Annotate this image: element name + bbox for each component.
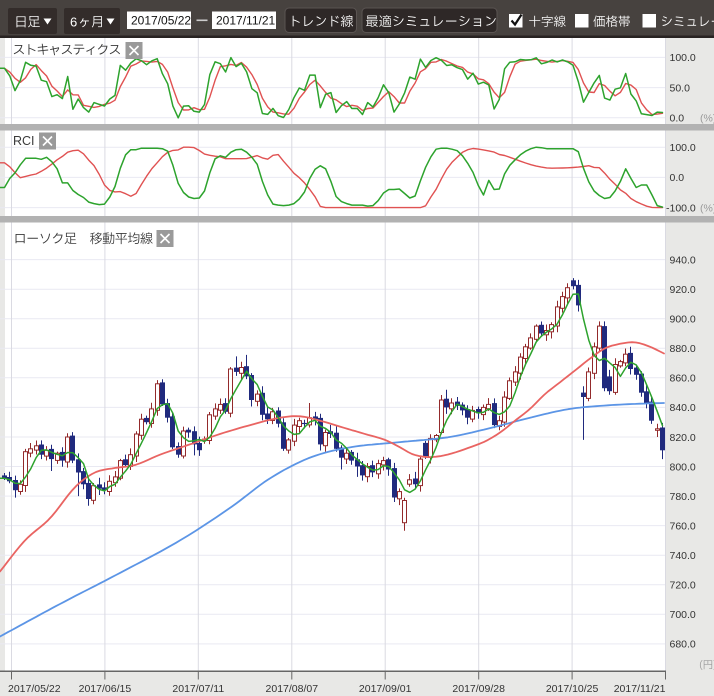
svg-text:0.0: 0.0: [670, 113, 685, 125]
svg-text:760.0: 760.0: [670, 520, 696, 532]
svg-text:900.0: 900.0: [670, 314, 696, 326]
svg-text:800.0: 800.0: [670, 461, 696, 473]
svg-text:2017/11/21: 2017/11/21: [216, 14, 275, 28]
svg-text:(%): (%): [700, 202, 714, 214]
svg-text:50.0: 50.0: [670, 82, 691, 94]
svg-text:920.0: 920.0: [670, 284, 696, 296]
svg-text:700.0: 700.0: [670, 609, 696, 621]
svg-text:(%): (%): [700, 113, 714, 125]
svg-text:820.0: 820.0: [670, 432, 696, 444]
svg-text:2017/08/07: 2017/08/07: [266, 683, 319, 695]
svg-text:100.0: 100.0: [670, 52, 696, 64]
svg-text:2017/09/28: 2017/09/28: [452, 683, 505, 695]
svg-text:680.0: 680.0: [670, 639, 696, 651]
svg-text:860.0: 860.0: [670, 373, 696, 385]
svg-text:940.0: 940.0: [670, 254, 696, 266]
svg-text:720.0: 720.0: [670, 580, 696, 592]
svg-text:2017/10/25: 2017/10/25: [546, 683, 599, 695]
svg-text:RCI: RCI: [13, 134, 35, 148]
svg-text:0.0: 0.0: [670, 172, 685, 184]
svg-text:2017/09/01: 2017/09/01: [359, 683, 412, 695]
svg-text:780.0: 780.0: [670, 491, 696, 503]
svg-text:2017/05/22: 2017/05/22: [8, 683, 61, 695]
svg-text:2017/05/22: 2017/05/22: [131, 14, 191, 28]
svg-text:2017/06/15: 2017/06/15: [79, 683, 132, 695]
svg-text:840.0: 840.0: [670, 402, 696, 414]
svg-text:2017/11/21: 2017/11/21: [614, 683, 666, 695]
svg-text:740.0: 740.0: [670, 550, 696, 562]
svg-text:-100.0: -100.0: [666, 202, 696, 214]
svg-text:100.0: 100.0: [670, 142, 696, 154]
svg-text:6: 6: [70, 15, 77, 30]
svg-text:880.0: 880.0: [670, 343, 696, 355]
svg-text:2017/07/11: 2017/07/11: [172, 683, 224, 695]
